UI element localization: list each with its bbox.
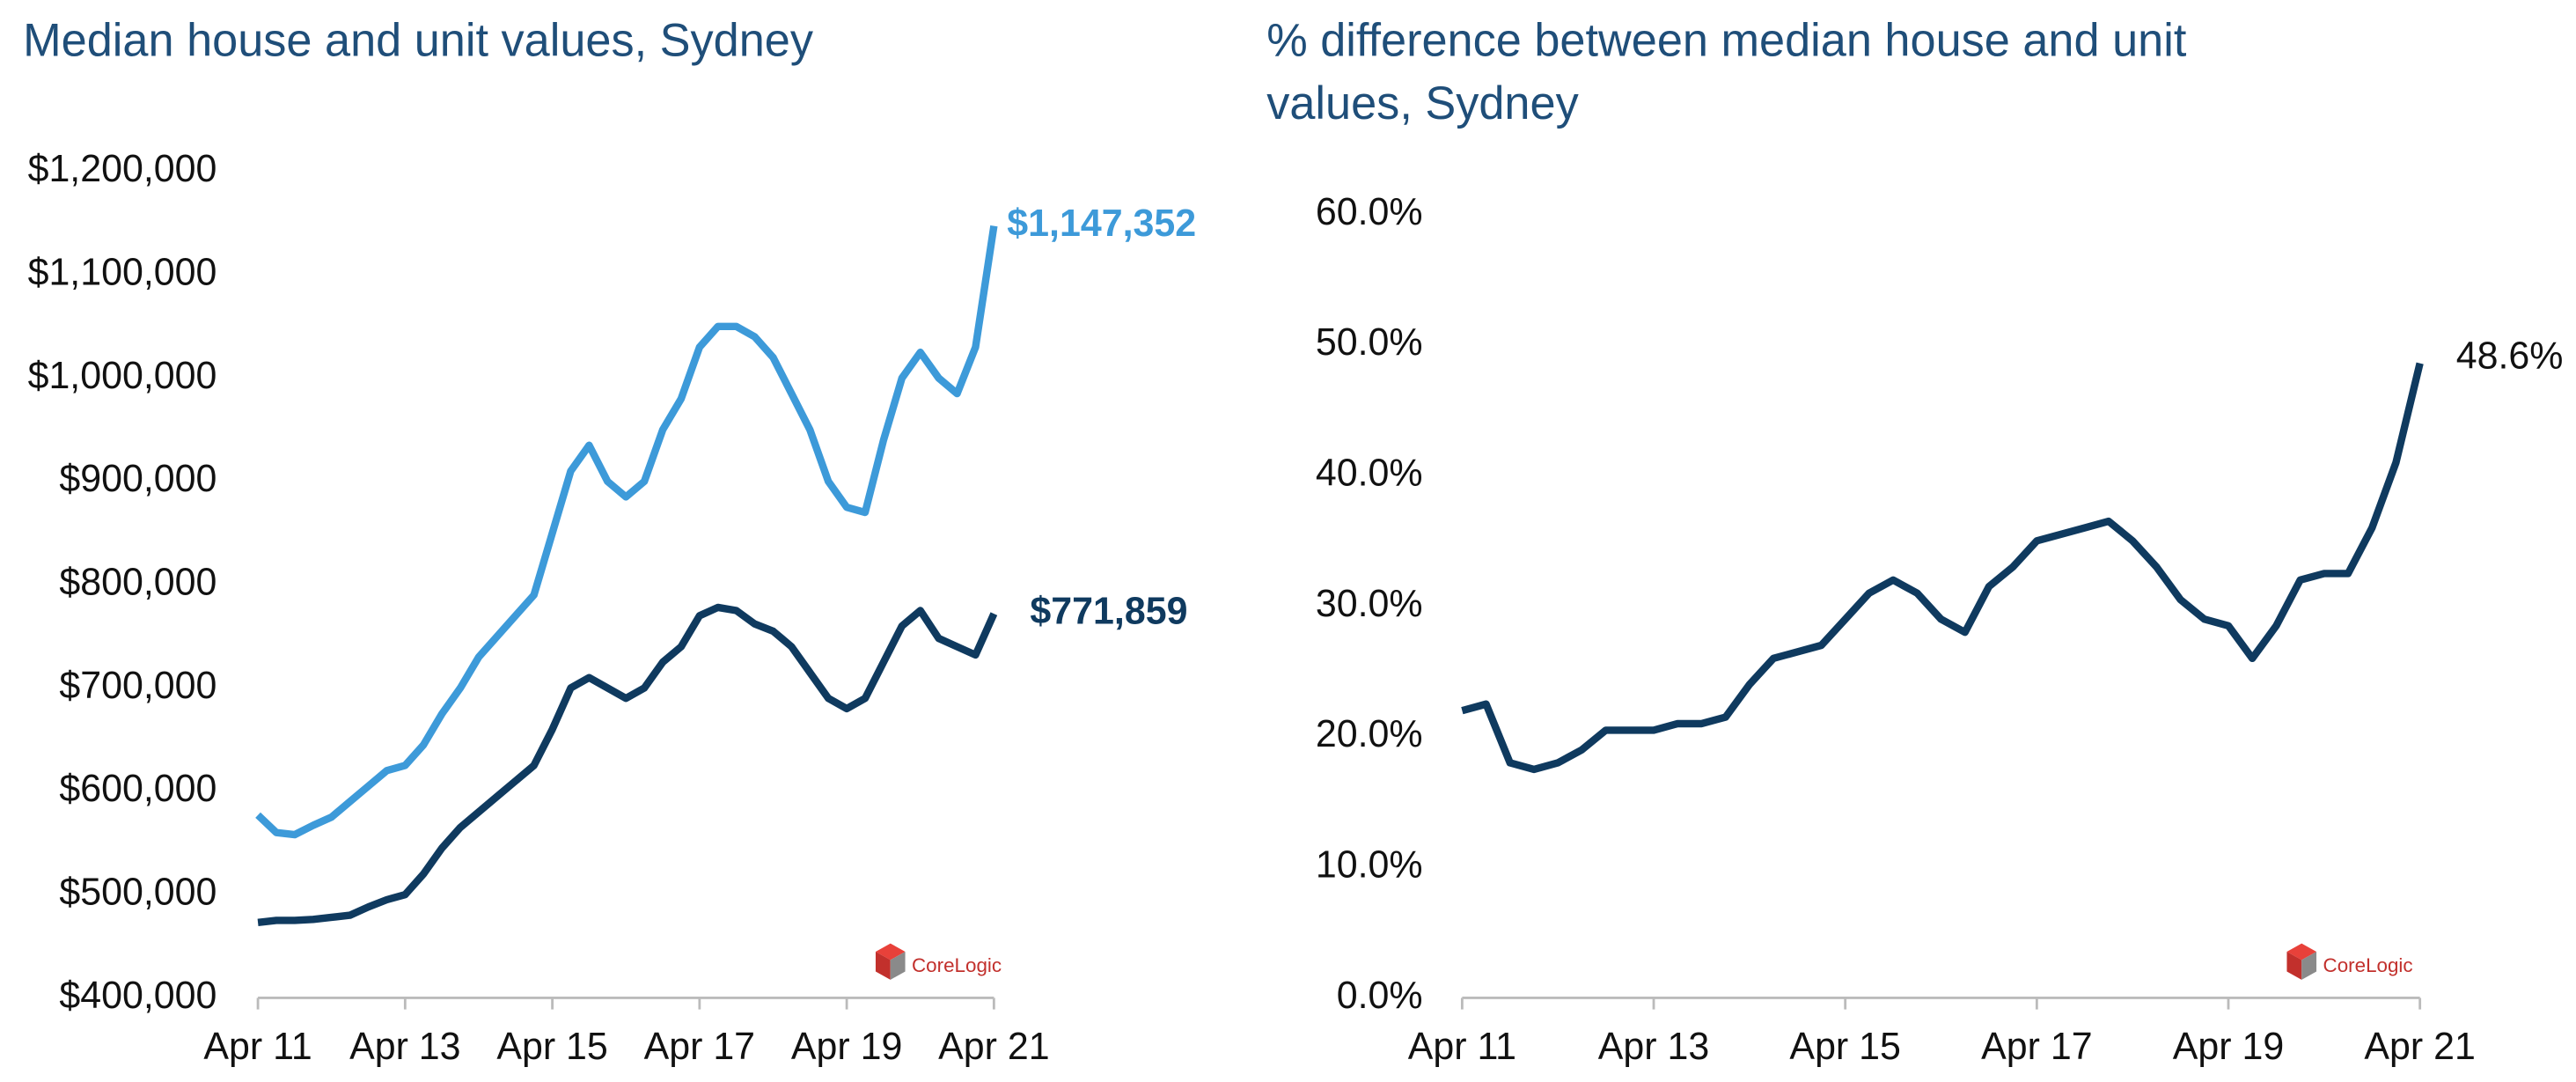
value-label: $1,147,352 <box>1007 202 1196 245</box>
x-tick-label: Apr 11 <box>1408 1026 1516 1068</box>
y-tick-label: $500,000 <box>59 871 217 913</box>
y-tick-label: 30.0% <box>1316 583 1423 625</box>
value-label: 48.6% <box>2456 335 2564 377</box>
chart-title: % difference between median house and un… <box>1266 14 2187 129</box>
value-label: $771,859 <box>1030 590 1187 632</box>
x-tick-label: Apr 17 <box>1981 1026 2092 1068</box>
x-tick-label: Apr 19 <box>791 1026 902 1068</box>
chart-title-box: Median house and unit values, Sydney <box>23 14 814 66</box>
y-tick-label: $400,000 <box>59 975 217 1017</box>
y-tick-label: 10.0% <box>1316 843 1423 886</box>
logo-icon <box>2286 951 2302 980</box>
y-tick-label: $700,000 <box>59 665 217 707</box>
x-tick-label: Apr 13 <box>349 1026 460 1068</box>
logo-icon <box>2301 951 2317 980</box>
y-tick-label: 60.0% <box>1316 191 1423 233</box>
series-line <box>255 224 998 839</box>
logo-icon <box>890 951 906 980</box>
series-line <box>1461 362 2424 774</box>
y-tick-label: $600,000 <box>59 768 217 810</box>
logo-text: CoreLogic <box>912 954 1002 976</box>
y-tick-label: $1,000,000 <box>28 355 217 397</box>
series-line <box>257 603 998 926</box>
x-tick-label: Apr 17 <box>644 1026 755 1068</box>
chart-title: Median house and unit values, Sydney <box>23 14 814 66</box>
x-tick-label: Apr 21 <box>938 1026 1049 1068</box>
y-tick-label: $1,200,000 <box>28 148 217 190</box>
y-tick-label: $800,000 <box>59 561 217 603</box>
y-tick-label: 50.0% <box>1316 321 1423 364</box>
y-tick-label: 40.0% <box>1316 452 1423 494</box>
logo-text: CoreLogic <box>2323 954 2413 976</box>
x-tick-label: Apr 21 <box>2364 1026 2475 1068</box>
chart-title-box: % difference between median house and un… <box>1266 14 2187 129</box>
x-tick-label: Apr 11 <box>203 1026 312 1068</box>
x-tick-label: Apr 13 <box>1598 1026 1709 1068</box>
x-tick-label: Apr 19 <box>2173 1026 2284 1068</box>
y-tick-label: 0.0% <box>1337 975 1423 1017</box>
x-tick-label: Apr 15 <box>1789 1026 1900 1068</box>
y-tick-label: 20.0% <box>1316 713 1423 755</box>
y-tick-label: $1,100,000 <box>28 251 217 293</box>
x-tick-label: Apr 15 <box>496 1026 607 1068</box>
logo-icon <box>875 951 891 980</box>
y-tick-label: $900,000 <box>59 458 217 500</box>
